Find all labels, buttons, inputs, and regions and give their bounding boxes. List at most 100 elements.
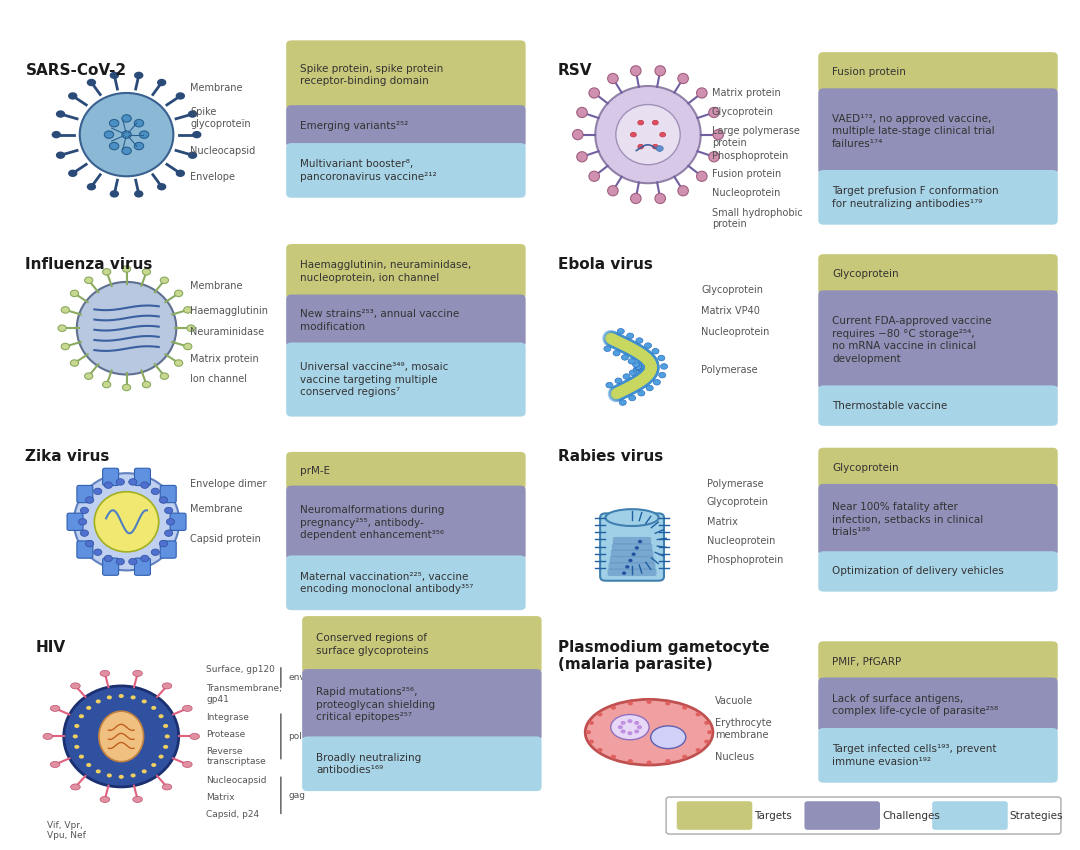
Circle shape [86,183,96,190]
Circle shape [636,337,643,343]
Text: Surface, gp120: Surface, gp120 [206,665,275,674]
Text: Zika virus: Zika virus [26,449,110,463]
Circle shape [704,721,710,725]
Text: Fusion protein: Fusion protein [832,67,906,77]
Ellipse shape [616,105,680,165]
FancyBboxPatch shape [819,170,1057,224]
Ellipse shape [697,88,707,98]
Text: prM-E: prM-E [300,466,330,476]
Circle shape [104,482,112,489]
Text: Near 100% fatality after
infection, setbacks in clinical
trials¹⁸⁸: Near 100% fatality after infection, setb… [832,502,984,537]
Ellipse shape [162,784,172,790]
Circle shape [638,121,644,125]
Circle shape [665,701,671,706]
Text: HIV: HIV [36,640,66,654]
FancyBboxPatch shape [286,295,526,347]
Circle shape [94,549,102,555]
Text: Erythrocyte
membrane: Erythrocyte membrane [715,718,772,740]
Circle shape [110,190,119,197]
Ellipse shape [713,129,724,139]
Ellipse shape [80,93,174,176]
Circle shape [635,365,642,371]
Text: Vif, Vpr,
Vpu, Nef: Vif, Vpr, Vpu, Nef [46,820,85,840]
Circle shape [129,479,137,485]
Circle shape [140,555,149,562]
Circle shape [85,496,94,503]
FancyBboxPatch shape [286,40,526,110]
Circle shape [159,714,163,718]
FancyBboxPatch shape [611,550,653,557]
Ellipse shape [708,151,719,162]
Circle shape [176,93,185,99]
Circle shape [151,763,157,767]
Circle shape [629,395,636,400]
Circle shape [94,488,102,495]
Text: pol: pol [288,732,302,741]
Circle shape [131,695,136,700]
Circle shape [80,507,89,513]
Circle shape [68,93,78,99]
Circle shape [110,71,119,79]
Ellipse shape [51,706,59,711]
Circle shape [647,700,651,704]
Text: Matrix: Matrix [206,793,235,802]
FancyBboxPatch shape [932,802,1008,830]
Circle shape [80,530,89,536]
Circle shape [611,706,616,710]
Text: Nucleocapsid: Nucleocapsid [206,776,267,785]
Circle shape [75,745,79,749]
Circle shape [109,143,119,150]
Text: Nucleoprotein: Nucleoprotein [701,327,770,337]
Circle shape [623,374,630,379]
Circle shape [635,547,639,550]
Circle shape [627,719,633,723]
Text: Haemagglutinin: Haemagglutinin [190,306,269,316]
Ellipse shape [77,282,176,375]
Circle shape [129,558,137,565]
Text: env: env [288,673,305,682]
FancyBboxPatch shape [286,452,526,490]
Text: Polymerase: Polymerase [706,479,764,489]
Ellipse shape [43,734,53,740]
FancyBboxPatch shape [819,254,1057,295]
Circle shape [56,151,65,159]
Circle shape [140,482,149,489]
Circle shape [638,144,644,149]
Circle shape [589,721,594,725]
FancyBboxPatch shape [77,541,93,558]
Circle shape [611,755,616,759]
Circle shape [660,133,665,137]
FancyBboxPatch shape [819,484,1057,555]
Ellipse shape [133,796,143,802]
Circle shape [707,730,713,734]
FancyBboxPatch shape [677,802,753,830]
Ellipse shape [160,373,168,379]
Circle shape [657,145,663,151]
Circle shape [632,552,636,556]
Circle shape [107,695,112,700]
Text: Glycoprotein: Glycoprotein [706,497,769,507]
Text: Fusion protein: Fusion protein [712,169,781,179]
Text: Optimization of delivery vehicles: Optimization of delivery vehicles [832,566,1004,576]
Ellipse shape [143,269,150,275]
Circle shape [56,110,65,118]
Text: Large polymerase
protein: Large polymerase protein [712,126,799,148]
Ellipse shape [589,88,599,98]
Text: Target prefusion F conformation
for neutralizing antibodies¹⁷⁹: Target prefusion F conformation for neut… [832,186,999,208]
Ellipse shape [58,325,66,332]
FancyBboxPatch shape [160,485,176,502]
Text: Nucleus: Nucleus [715,751,754,762]
Circle shape [625,565,630,569]
Text: Protease: Protease [206,729,245,739]
Circle shape [79,755,84,759]
Circle shape [117,558,124,565]
Text: Vacuole: Vacuole [715,696,753,706]
Text: Glycoprotein: Glycoprotein [701,286,764,295]
Circle shape [141,700,147,704]
Text: Reverse
transcriptase: Reverse transcriptase [206,746,266,766]
Ellipse shape [678,73,688,83]
Text: Membrane: Membrane [190,83,243,94]
Circle shape [164,507,173,513]
FancyBboxPatch shape [77,485,93,502]
Circle shape [79,518,86,525]
